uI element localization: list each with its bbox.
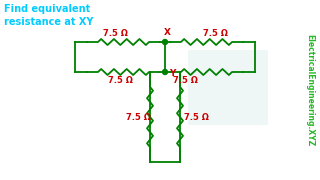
Text: X: X xyxy=(164,28,171,37)
Bar xyxy=(188,50,268,125)
Text: 7.5 Ω: 7.5 Ω xyxy=(126,112,151,122)
Text: 7.5 Ω: 7.5 Ω xyxy=(184,112,209,122)
Text: ElectricalEngineering.XYZ: ElectricalEngineering.XYZ xyxy=(306,34,315,146)
Text: Y: Y xyxy=(169,69,175,78)
Text: 7.5 Ω: 7.5 Ω xyxy=(108,76,133,85)
Circle shape xyxy=(163,39,167,44)
Text: 7.5 Ω: 7.5 Ω xyxy=(173,76,198,85)
Text: 7.5 Ω: 7.5 Ω xyxy=(103,29,127,38)
Circle shape xyxy=(163,69,167,75)
Text: Find equivalent: Find equivalent xyxy=(4,4,90,14)
Text: 7.5 Ω: 7.5 Ω xyxy=(203,29,228,38)
Text: resistance at XY: resistance at XY xyxy=(4,17,93,27)
